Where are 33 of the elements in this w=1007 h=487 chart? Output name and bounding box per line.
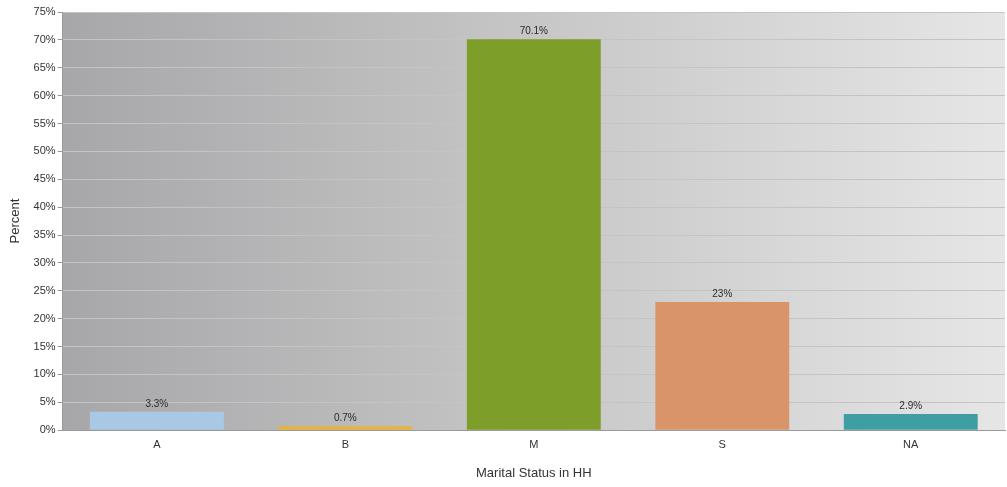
- y-tick-label: 10%: [33, 367, 56, 380]
- y-tick-label: 0%: [39, 423, 56, 436]
- data-label: 3.3%: [145, 397, 169, 409]
- y-tick-label: 5%: [39, 395, 56, 408]
- y-tick-label: 20%: [33, 311, 56, 324]
- bar: [843, 414, 978, 430]
- y-axis-title: Percent: [7, 198, 23, 244]
- y-tick-label: 40%: [33, 200, 56, 213]
- y-tick-label: 50%: [33, 144, 56, 157]
- x-tick-label: M: [529, 437, 539, 450]
- x-axis-title: Marital Status in HH: [476, 464, 592, 480]
- y-tick-label: 35%: [33, 228, 56, 241]
- y-tick-label: 55%: [33, 116, 56, 129]
- bar: [278, 426, 413, 430]
- x-tick-label: A: [153, 437, 162, 450]
- data-label: 23%: [712, 287, 733, 299]
- data-label: 2.9%: [899, 399, 923, 411]
- y-tick-label: 30%: [33, 255, 56, 268]
- data-label: 70.1%: [519, 25, 549, 37]
- x-tick-label: B: [341, 437, 349, 450]
- y-tick-label: 45%: [33, 172, 56, 185]
- y-tick-label: 60%: [33, 88, 56, 101]
- y-tick-label: 65%: [33, 60, 56, 73]
- x-tick-label: S: [718, 437, 726, 450]
- y-tick-label: 25%: [33, 283, 56, 296]
- y-tick-label: 75%: [33, 5, 56, 18]
- x-tick-label: NA: [903, 437, 920, 450]
- bar: [655, 301, 790, 430]
- data-label: 0.7%: [333, 412, 357, 424]
- y-tick-label: 70%: [33, 32, 56, 45]
- bar: [89, 411, 224, 430]
- bar: [466, 39, 601, 430]
- y-tick-label: 15%: [33, 339, 56, 352]
